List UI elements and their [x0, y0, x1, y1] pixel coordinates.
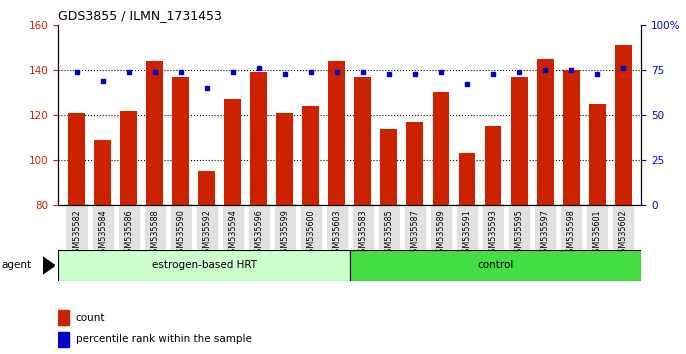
- Bar: [329, 61, 345, 205]
- Bar: [250, 72, 268, 205]
- Bar: [484, 126, 501, 205]
- Bar: [350, 250, 641, 281]
- Bar: [276, 113, 293, 205]
- Bar: [303, 106, 319, 205]
- Bar: [224, 99, 241, 205]
- Bar: [589, 104, 606, 205]
- Bar: [615, 45, 632, 205]
- Bar: [381, 129, 397, 205]
- Bar: [355, 77, 371, 205]
- Text: estrogen-based HRT: estrogen-based HRT: [152, 261, 257, 270]
- Bar: [458, 153, 475, 205]
- Text: agent: agent: [1, 261, 32, 270]
- Text: GDS3855 / ILMN_1731453: GDS3855 / ILMN_1731453: [58, 9, 222, 22]
- Bar: [432, 92, 449, 205]
- Bar: [536, 59, 554, 205]
- Bar: [146, 61, 163, 205]
- Text: count: count: [75, 313, 106, 323]
- Bar: [198, 171, 215, 205]
- Bar: [58, 310, 69, 325]
- Polygon shape: [43, 257, 55, 274]
- Bar: [563, 70, 580, 205]
- Bar: [120, 110, 137, 205]
- Bar: [58, 332, 69, 347]
- Text: control: control: [477, 261, 514, 270]
- Bar: [407, 122, 423, 205]
- Bar: [94, 140, 111, 205]
- Bar: [510, 77, 528, 205]
- Bar: [172, 77, 189, 205]
- Bar: [68, 113, 85, 205]
- Bar: [58, 250, 350, 281]
- Text: percentile rank within the sample: percentile rank within the sample: [75, 335, 252, 344]
